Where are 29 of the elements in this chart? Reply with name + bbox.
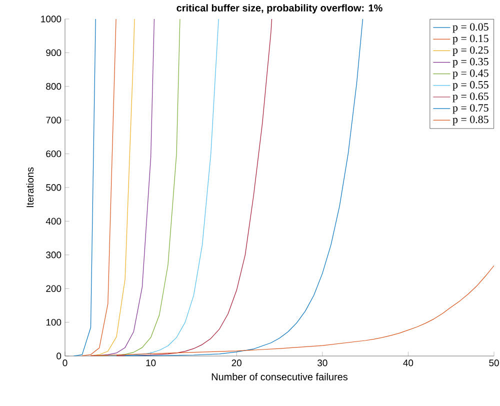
legend-label: p = 0.65: [452, 92, 488, 102]
y-tick-label: 600: [46, 150, 62, 158]
legend-label: p = 0.55: [452, 81, 488, 91]
y-tick-label: 700: [46, 116, 62, 124]
chart-title: critical buffer size, probability overflow: 1%: [176, 4, 382, 14]
x-tick-label: 30: [317, 360, 328, 366]
y-tick-label: 500: [46, 184, 62, 191]
legend-label: p = 0.05: [452, 23, 488, 33]
x-tick-label: 20: [232, 360, 242, 366]
x-axis-title: Number of consecutive failures: [212, 373, 348, 380]
y-axis-title: Iterations: [26, 167, 34, 208]
legend-label: p = 0.35: [452, 58, 488, 68]
x-tick-label: 10: [146, 360, 156, 366]
y-tick-label: 300: [46, 252, 62, 258]
legend-label: p = 0.45: [452, 69, 488, 80]
legend-label: p = 0.85: [452, 116, 488, 126]
legend-label: p = 0.25: [452, 46, 488, 56]
y-tick-label: 400: [46, 218, 62, 225]
x-tick-label: 50: [489, 360, 499, 366]
legend-label: p = 0.15: [452, 34, 488, 44]
y-tick-label: 1000: [41, 16, 62, 22]
legend-label: p = 0.75: [452, 104, 488, 114]
y-tick-label: 800: [46, 83, 62, 90]
x-tick-label: 0: [62, 360, 68, 366]
y-tick-label: 100: [46, 318, 62, 326]
y-tick-label: 0: [56, 352, 62, 360]
y-tick-label: 900: [46, 49, 62, 56]
y-tick-label: 200: [46, 285, 62, 292]
x-tick-label: 40: [403, 360, 414, 366]
